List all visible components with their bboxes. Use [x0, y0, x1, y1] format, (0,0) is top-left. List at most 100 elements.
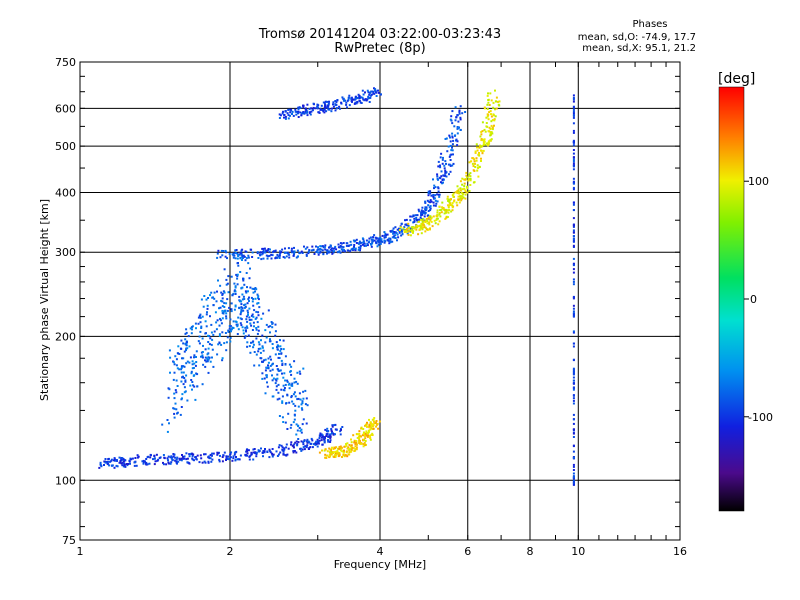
data-point	[288, 253, 290, 256]
data-point	[114, 459, 117, 462]
data-point	[221, 357, 224, 360]
data-point	[277, 383, 280, 386]
data-point	[572, 432, 575, 435]
data-point	[233, 308, 236, 311]
data-point	[253, 325, 255, 328]
data-point	[324, 453, 327, 456]
data-point	[403, 226, 406, 229]
data-point	[201, 337, 204, 340]
data-point	[449, 154, 452, 157]
data-point	[429, 219, 432, 222]
data-point	[415, 224, 418, 227]
data-point	[193, 459, 195, 462]
data-point	[228, 325, 231, 327]
data-point	[296, 398, 299, 401]
data-point	[284, 117, 287, 120]
data-point	[170, 457, 173, 460]
data-point	[318, 451, 321, 454]
data-point	[269, 325, 272, 328]
y-tick-label: 750	[55, 56, 76, 69]
data-point	[281, 446, 284, 449]
data-point	[246, 309, 249, 312]
data-point	[276, 398, 279, 401]
data-point	[231, 253, 234, 256]
data-point	[480, 160, 482, 162]
data-point	[175, 408, 178, 411]
data-point	[274, 257, 277, 260]
data-point	[277, 356, 280, 359]
data-point	[237, 255, 240, 257]
data-point	[493, 119, 496, 122]
data-point	[276, 373, 279, 376]
data-point	[306, 444, 309, 447]
data-point	[119, 460, 122, 463]
data-point	[144, 460, 146, 463]
data-point	[221, 456, 224, 458]
data-point	[181, 454, 183, 456]
data-point	[198, 315, 201, 317]
data-point	[211, 452, 214, 455]
data-point	[354, 445, 357, 448]
data-point	[331, 107, 333, 110]
data-point	[346, 455, 349, 458]
data-point	[250, 248, 253, 251]
data-point	[234, 252, 237, 254]
data-point	[463, 185, 466, 188]
data-point	[418, 225, 421, 228]
data-point	[372, 420, 375, 423]
data-point	[192, 367, 195, 369]
data-point	[235, 273, 238, 276]
data-point	[572, 114, 575, 117]
data-point	[190, 370, 193, 373]
data-point	[447, 206, 450, 209]
data-point	[264, 341, 267, 344]
data-point	[430, 220, 433, 223]
data-point	[260, 317, 263, 320]
data-point	[401, 230, 403, 233]
data-point	[378, 238, 381, 240]
data-point	[572, 388, 575, 391]
data-point	[318, 437, 321, 439]
data-point	[409, 228, 412, 230]
data-point	[572, 108, 575, 111]
data-point	[427, 190, 430, 193]
data-point	[314, 107, 317, 110]
data-point	[323, 101, 326, 104]
data-point	[463, 187, 466, 190]
data-point	[422, 218, 425, 220]
data-point	[275, 379, 278, 382]
data-point	[363, 244, 366, 247]
data-point	[253, 364, 256, 367]
colorbar-label: [deg]	[718, 71, 756, 87]
data-point	[572, 122, 575, 125]
data-point	[234, 304, 237, 307]
data-point	[271, 322, 274, 325]
data-point	[420, 226, 422, 229]
data-point	[247, 290, 249, 293]
data-point	[236, 273, 239, 276]
data-point	[440, 170, 443, 173]
data-point	[331, 451, 334, 454]
data-point	[331, 425, 334, 428]
data-point	[290, 247, 293, 250]
data-point	[409, 230, 412, 233]
data-point	[287, 383, 290, 386]
data-point	[293, 414, 296, 417]
data-point	[232, 292, 235, 295]
data-point	[284, 110, 287, 113]
data-point	[481, 139, 484, 142]
data-point	[317, 111, 320, 114]
data-point	[250, 341, 252, 344]
data-point	[173, 363, 176, 366]
data-point	[283, 256, 286, 259]
data-point	[245, 257, 248, 260]
data-point	[269, 340, 272, 343]
data-point	[358, 240, 361, 243]
data-point	[404, 229, 407, 232]
data-point	[572, 182, 575, 185]
data-point	[207, 297, 209, 299]
data-point	[328, 433, 331, 436]
data-point	[193, 362, 196, 365]
data-point	[476, 149, 479, 152]
data-point	[352, 98, 355, 101]
